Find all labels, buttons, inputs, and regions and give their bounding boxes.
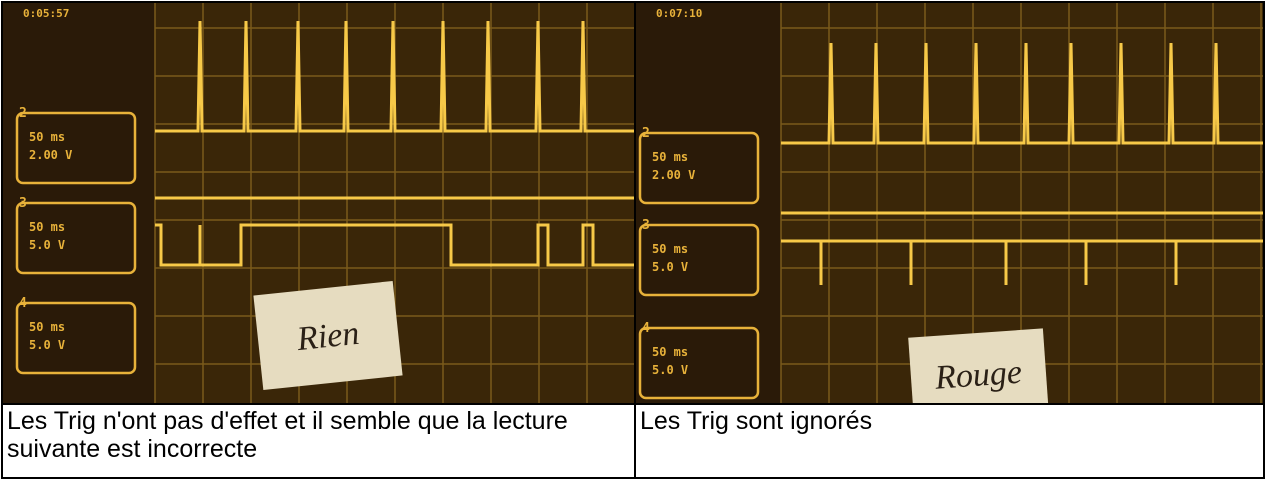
note-paper: Rouge [908, 328, 1049, 403]
handwritten-note: Rien [294, 315, 361, 358]
timestamp: 0:07:10 [656, 7, 702, 20]
timestamp: 0:05:57 [23, 7, 69, 20]
channel-time: 50 ms [29, 320, 65, 334]
caption: Les Trig sont ignorés [635, 404, 1264, 478]
channel-volts: 2.00 V [29, 148, 72, 162]
channel-number: 3 [642, 218, 650, 233]
channel-volts: 2.00 V [652, 168, 695, 182]
page: 0:05:57250 ms2.00 V350 ms5.0 V450 ms5.0 … [0, 0, 1269, 477]
channel-number: 2 [642, 126, 650, 141]
channel-time: 50 ms [29, 130, 65, 144]
caption: Les Trig n'ont pas d'effet et il semble … [2, 404, 635, 478]
comparison-table: 0:05:57250 ms2.00 V350 ms5.0 V450 ms5.0 … [1, 1, 1265, 479]
channel-time: 50 ms [652, 150, 688, 164]
channel-number: 2 [19, 106, 27, 121]
channel-time: 50 ms [29, 220, 65, 234]
channel-time: 50 ms [652, 242, 688, 256]
channel-number: 3 [19, 196, 27, 211]
handwritten-note: Rouge [933, 354, 1023, 397]
channel-volts: 5.0 V [652, 260, 688, 274]
channel-volts: 5.0 V [29, 338, 65, 352]
channel-number: 4 [19, 296, 27, 311]
note-paper: Rien [253, 281, 402, 390]
channel-time: 50 ms [652, 345, 688, 359]
channel-number: 4 [642, 321, 650, 336]
channel-volts: 5.0 V [652, 363, 688, 377]
channel-volts: 5.0 V [29, 238, 65, 252]
